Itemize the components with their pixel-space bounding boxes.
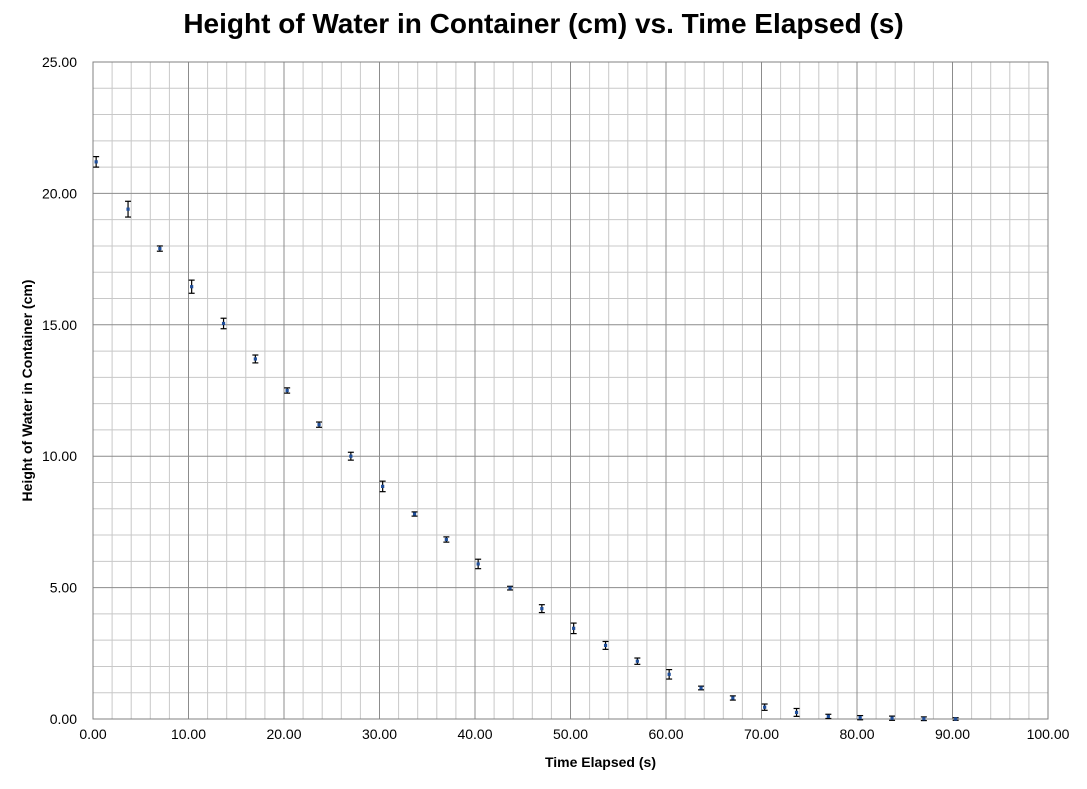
data-point: [349, 454, 353, 458]
data-point: [444, 537, 448, 542]
x-tick-label: 10.00: [171, 726, 206, 742]
data-point: [412, 512, 417, 516]
y-tick-label: 5.00: [50, 580, 77, 596]
data-point: [158, 246, 162, 251]
data-point: [572, 626, 576, 630]
data-point: [667, 672, 671, 676]
x-tick-label: 30.00: [362, 726, 397, 742]
x-tick-label: 100.00: [1027, 726, 1070, 742]
data-point: [253, 357, 257, 361]
data-point: [94, 160, 98, 164]
x-tick-label: 50.00: [553, 726, 588, 742]
data-point: [763, 705, 767, 709]
y-tick-label: 10.00: [42, 448, 77, 464]
data-point: [922, 717, 926, 721]
data-point: [954, 717, 958, 721]
x-tick-label: 90.00: [935, 726, 970, 742]
data-point: [858, 716, 862, 720]
data-point: [826, 714, 830, 718]
plot-border: [92, 61, 1049, 720]
data-point: [317, 423, 321, 427]
data-point: [540, 607, 544, 611]
x-tick-label: 70.00: [744, 726, 779, 742]
data-point: [794, 710, 799, 715]
y-tick-label: 15.00: [42, 317, 77, 333]
x-axis-label: Time Elapsed (s): [545, 754, 656, 770]
data-point: [285, 388, 289, 393]
y-tick-label: 0.00: [50, 711, 77, 727]
y-axis-label: Height of Water in Container (cm): [19, 280, 35, 502]
data-point: [126, 207, 130, 211]
data-point: [603, 643, 608, 648]
data-point: [381, 484, 385, 489]
data-point: [890, 716, 894, 720]
data-point: [731, 696, 735, 700]
data-point: [508, 586, 512, 590]
x-tick-label: 80.00: [839, 726, 874, 742]
y-tick-label: 20.00: [42, 185, 77, 201]
y-tick-label: 25.00: [42, 54, 77, 70]
x-tick-label: 20.00: [266, 726, 301, 742]
data-point: [476, 562, 480, 566]
data-point: [699, 686, 703, 690]
data-point: [190, 285, 194, 289]
x-tick-label: 40.00: [457, 726, 492, 742]
data-point: [635, 659, 639, 663]
x-tick-label: 0.00: [79, 726, 106, 742]
data-point: [221, 321, 226, 326]
x-tick-label: 60.00: [648, 726, 683, 742]
chart-title: Height of Water in Container (cm) vs. Ti…: [183, 8, 904, 39]
